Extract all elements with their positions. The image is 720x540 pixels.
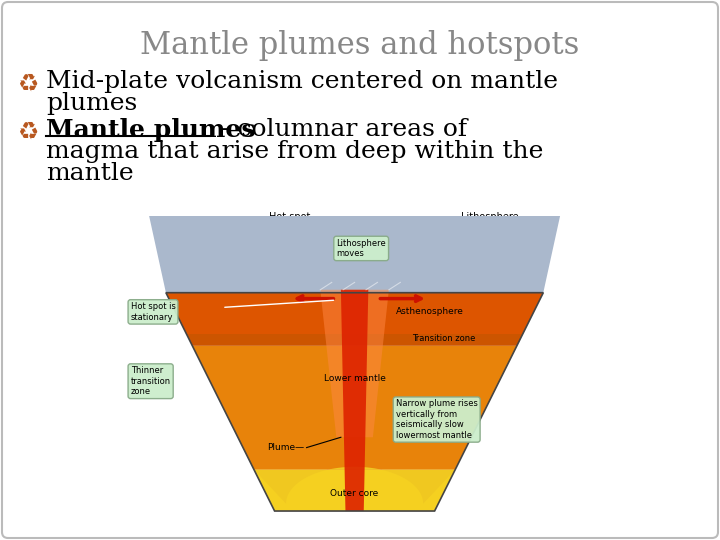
Text: Transition zone: Transition zone [412, 334, 475, 343]
Text: Mantle plumes and hotspots: Mantle plumes and hotspots [140, 30, 580, 61]
Text: Hot spot is
stationary: Hot spot is stationary [130, 302, 176, 322]
Polygon shape [130, 79, 579, 194]
Text: Lithosphere
moves: Lithosphere moves [336, 239, 386, 258]
Text: mantle: mantle [46, 162, 134, 185]
Polygon shape [166, 293, 544, 334]
Text: Outer core: Outer core [330, 489, 379, 498]
Polygon shape [341, 290, 369, 511]
Text: Asthenosphere: Asthenosphere [396, 307, 464, 316]
Text: Hot spot: Hot spot [269, 212, 311, 222]
Text: magma that arise from deep within the: magma that arise from deep within the [46, 140, 544, 163]
Polygon shape [254, 470, 455, 511]
Text: Thinner
transition
zone: Thinner transition zone [130, 366, 171, 396]
Polygon shape [320, 290, 389, 437]
Text: Narrow plume rises
vertically from
seismically slow
lowermost mantle: Narrow plume rises vertically from seism… [396, 400, 477, 440]
Text: ♻: ♻ [18, 120, 39, 144]
Text: plumes: plumes [46, 92, 138, 115]
Text: Mid-plate volcanism centered on mantle: Mid-plate volcanism centered on mantle [46, 70, 558, 93]
Text: ♻: ♻ [18, 72, 39, 96]
Text: Lithosphere: Lithosphere [462, 212, 519, 222]
Text: Plume—: Plume— [267, 443, 305, 452]
Polygon shape [192, 346, 517, 470]
Text: Mantle plumes: Mantle plumes [46, 118, 256, 142]
Polygon shape [144, 87, 565, 293]
Polygon shape [186, 334, 523, 346]
Text: - columnar areas of: - columnar areas of [213, 118, 467, 141]
Text: Lower mantle: Lower mantle [324, 374, 385, 383]
Polygon shape [254, 467, 455, 504]
